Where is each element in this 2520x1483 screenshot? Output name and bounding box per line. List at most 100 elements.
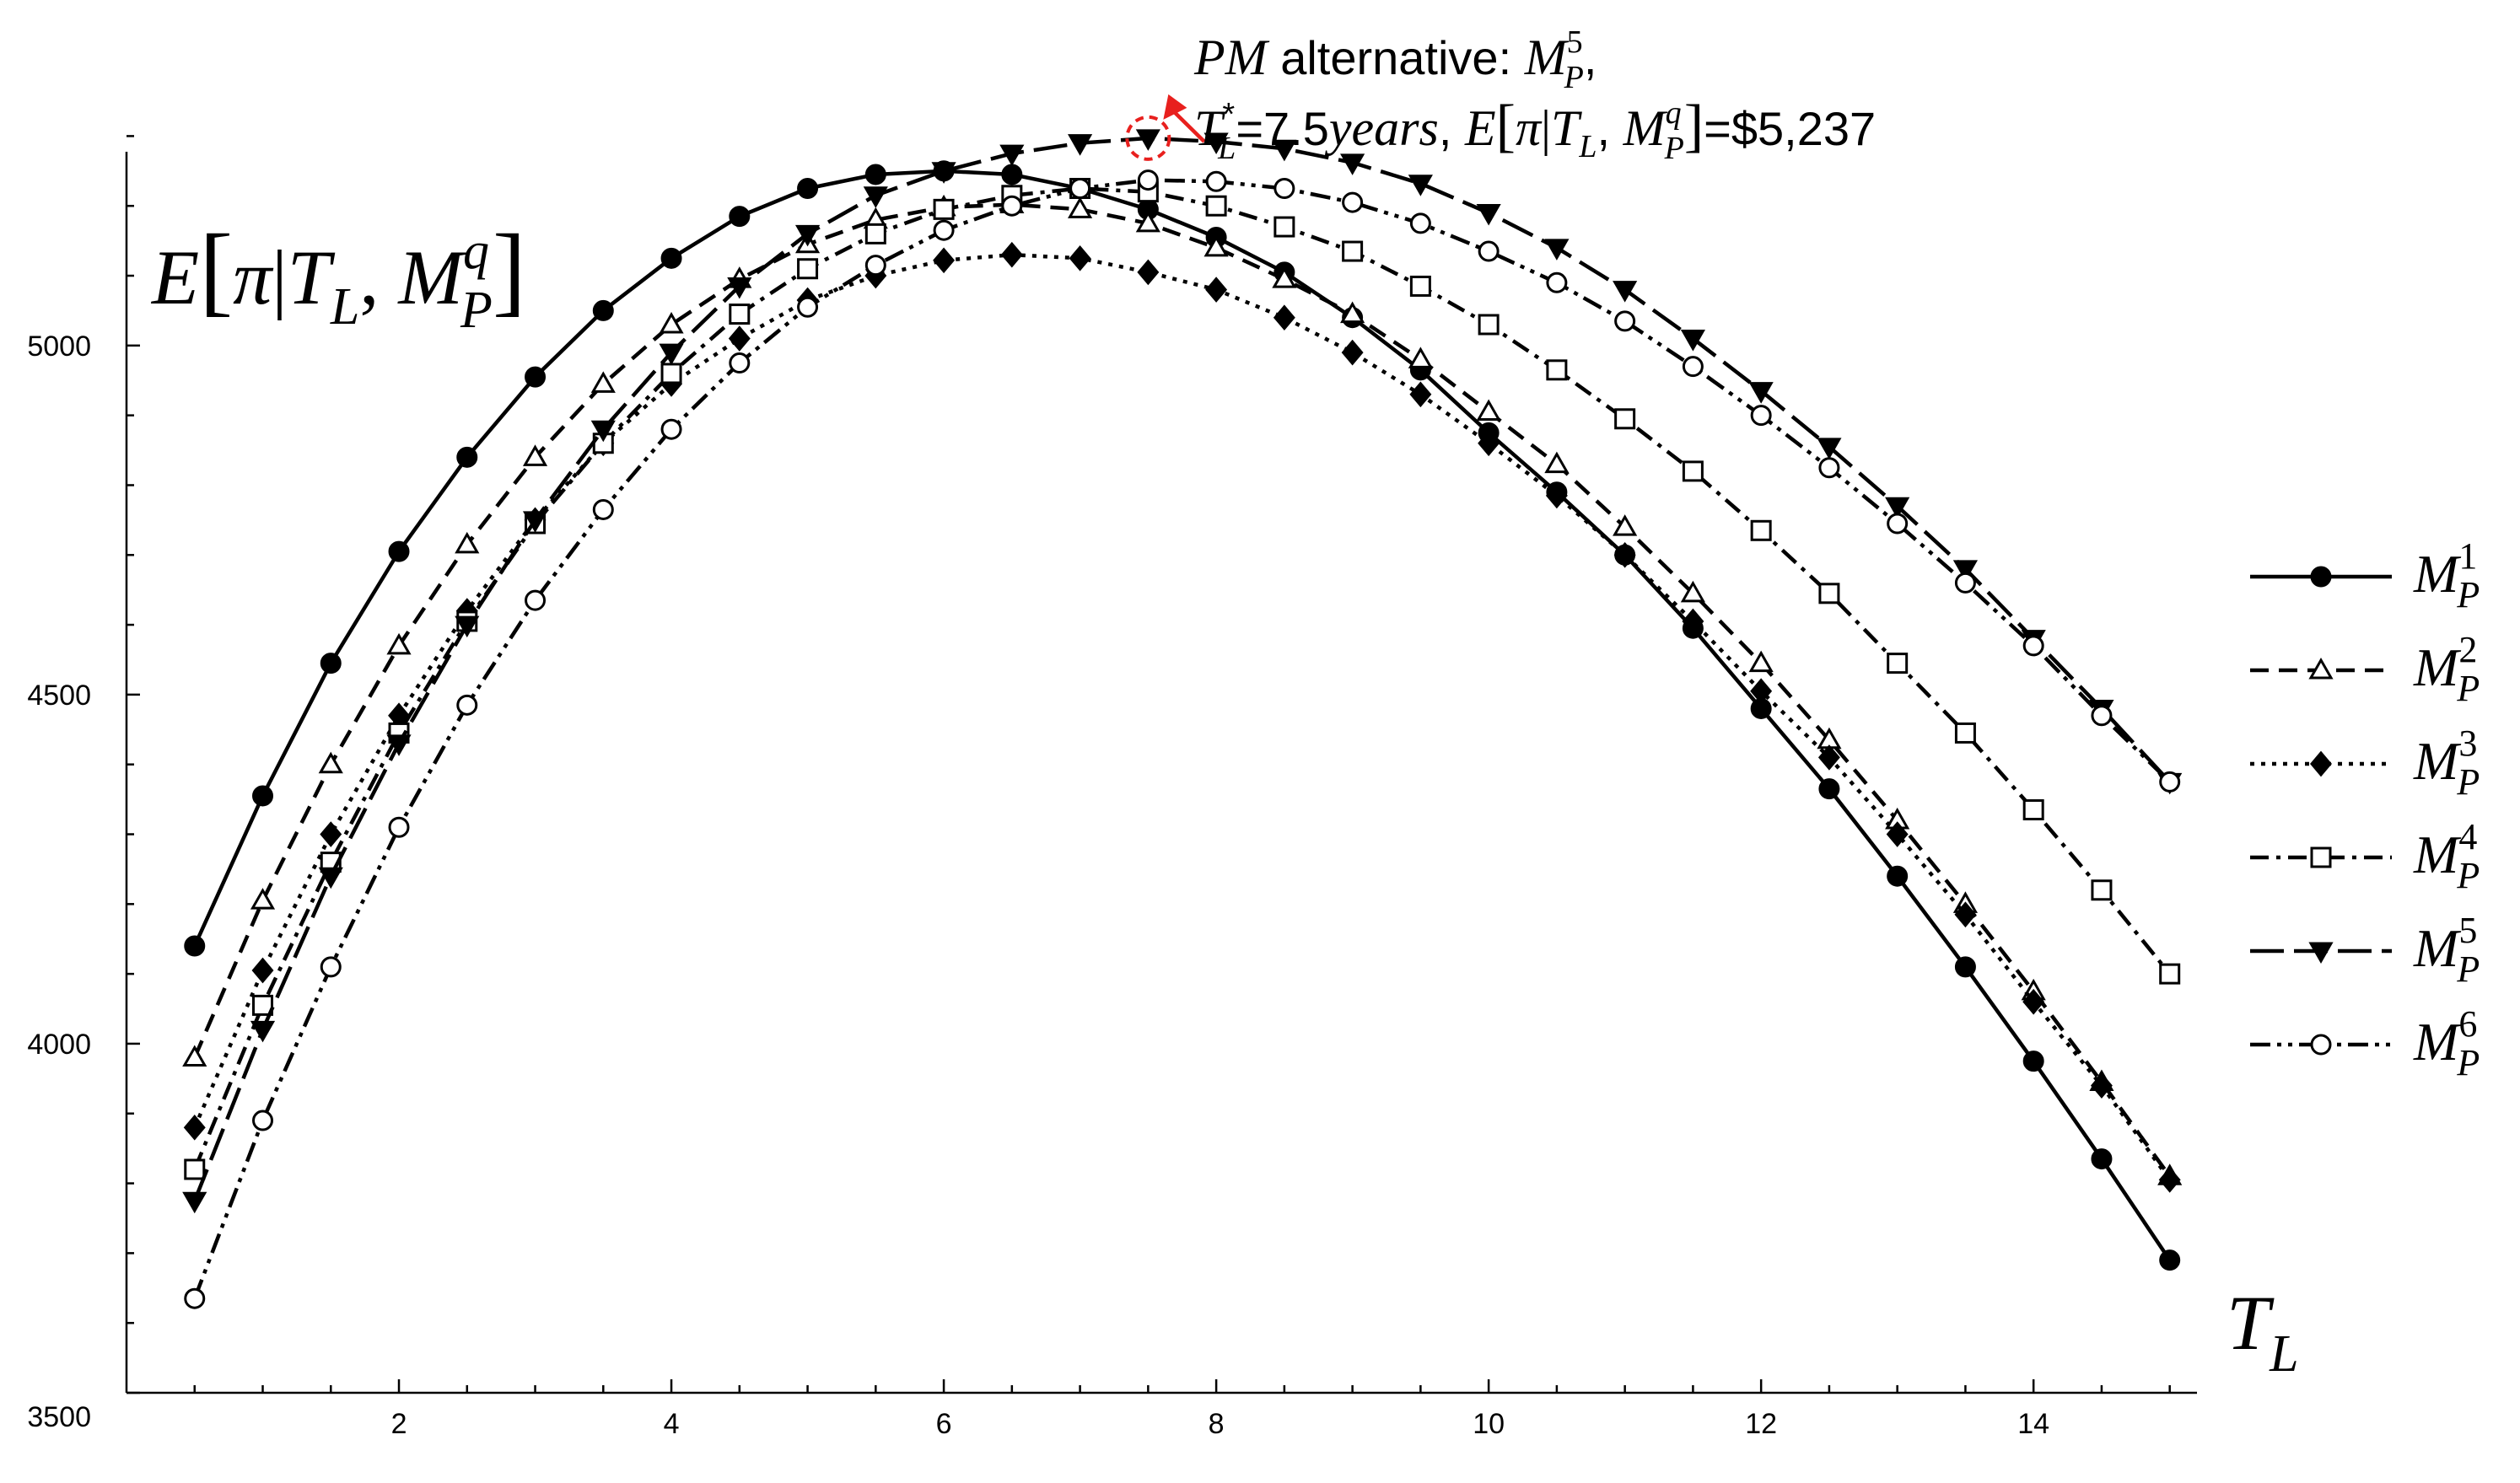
- data-point: [1748, 650, 1774, 673]
- x-tick-label: 12: [1745, 1408, 1777, 1440]
- data-point: [1817, 744, 1840, 771]
- x-tick-label: 6: [936, 1408, 952, 1440]
- data-point: [2022, 988, 2045, 1015]
- data-point: [660, 247, 682, 269]
- legend-item: M6 P: [2250, 1003, 2480, 1083]
- data-point: [1069, 245, 1091, 271]
- data-point: [1886, 821, 1909, 847]
- data-point: [1205, 195, 1227, 217]
- data-point: [1544, 451, 1570, 474]
- data-point: [592, 498, 614, 520]
- data-point: [1818, 583, 1840, 604]
- data-point: [1544, 239, 1570, 261]
- data-point: [252, 1110, 274, 1131]
- data-point: [2022, 1050, 2044, 1072]
- legend-marker: [2310, 1034, 2332, 1056]
- data-point: [2091, 705, 2113, 727]
- legend-marker: [2308, 657, 2334, 680]
- data-point: [388, 816, 410, 838]
- y-tick-label: 3500: [27, 1401, 91, 1433]
- data-point: [252, 994, 274, 1016]
- data-point: [1001, 164, 1023, 185]
- data-point: [184, 935, 206, 957]
- data-point: [456, 446, 478, 468]
- x-tick-label: 4: [664, 1408, 680, 1440]
- x-axis-title: TL: [2227, 1280, 2299, 1383]
- data-point: [456, 694, 478, 716]
- data-point: [592, 299, 614, 321]
- data-point: [318, 751, 343, 774]
- data-point: [2090, 1072, 2113, 1099]
- data-point: [659, 311, 684, 334]
- data-point: [1205, 170, 1227, 192]
- x-tick-label: 10: [1473, 1408, 1505, 1440]
- x-tick-label: 8: [1209, 1408, 1225, 1440]
- data-point: [1205, 277, 1228, 303]
- data-point: [794, 224, 821, 247]
- axis-titles: E[π|TL, Mq P] TL: [150, 213, 2299, 1383]
- data-point: [1409, 381, 1432, 408]
- data-point: [1817, 438, 1842, 459]
- data-point: [182, 1191, 207, 1214]
- data-point: [1478, 430, 1500, 457]
- annotation-line-2: T* L=7.5years, E[π|TL, Mq P]=$5,237: [1194, 94, 1876, 166]
- data-point: [1682, 460, 1704, 482]
- data-point: [590, 420, 616, 443]
- series-line: [192, 186, 2172, 1170]
- data-point: [1750, 405, 1772, 427]
- data-point: [184, 1158, 206, 1180]
- data-point: [660, 418, 682, 440]
- data-point: [1340, 301, 1365, 324]
- series-layer: [182, 129, 2183, 1309]
- data-point: [1887, 653, 1909, 674]
- data-point: [1887, 865, 1909, 887]
- legend-marker: [2310, 846, 2332, 868]
- data-point: [1342, 240, 1364, 262]
- series-line: [192, 169, 2172, 1261]
- annotation-line-1: PM alternative: M5 P,: [1193, 24, 1597, 95]
- data-point: [1954, 722, 1976, 744]
- series-3: [183, 241, 2181, 1193]
- series-line: [192, 178, 2172, 1300]
- data-point: [320, 821, 342, 847]
- data-point: [797, 296, 819, 318]
- data-point: [1476, 203, 1501, 226]
- data-point: [797, 178, 819, 200]
- legend-item: M3 P: [2250, 723, 2480, 803]
- data-point: [1750, 678, 1773, 705]
- data-point: [1954, 901, 1977, 928]
- data-point: [522, 511, 548, 533]
- data-point: [1203, 132, 1229, 155]
- data-point: [525, 589, 547, 611]
- data-point: [1613, 541, 1636, 568]
- data-point: [1409, 275, 1431, 297]
- data-point: [1545, 482, 1568, 509]
- data-point: [386, 632, 412, 655]
- data-point: [2091, 1148, 2113, 1170]
- data-point: [251, 957, 274, 984]
- data-point: [182, 1045, 207, 1067]
- data-point: [2158, 1167, 2181, 1193]
- data-point: [1682, 356, 1704, 378]
- data-point: [1954, 956, 1976, 978]
- data-point: [933, 198, 955, 220]
- data-point: [864, 223, 886, 244]
- legend-marker: [2310, 750, 2332, 777]
- data-point: [1478, 314, 1500, 336]
- data-point: [2022, 635, 2044, 657]
- data-point: [455, 615, 480, 638]
- data-point: [1408, 175, 1433, 196]
- data-point: [1137, 259, 1160, 286]
- x-tick-label: 2: [391, 1408, 407, 1440]
- data-point: [1750, 519, 1772, 541]
- data-point: [933, 247, 956, 274]
- data-point: [1954, 572, 1976, 594]
- data-point: [1546, 359, 1568, 381]
- data-point: [525, 366, 547, 388]
- series-line: [192, 202, 2172, 1178]
- data-point: [797, 258, 819, 280]
- data-point: [660, 363, 682, 384]
- annotation-arrow-shaft: [1170, 108, 1206, 143]
- data-point: [1885, 497, 1910, 519]
- legend-marker: [2310, 566, 2332, 588]
